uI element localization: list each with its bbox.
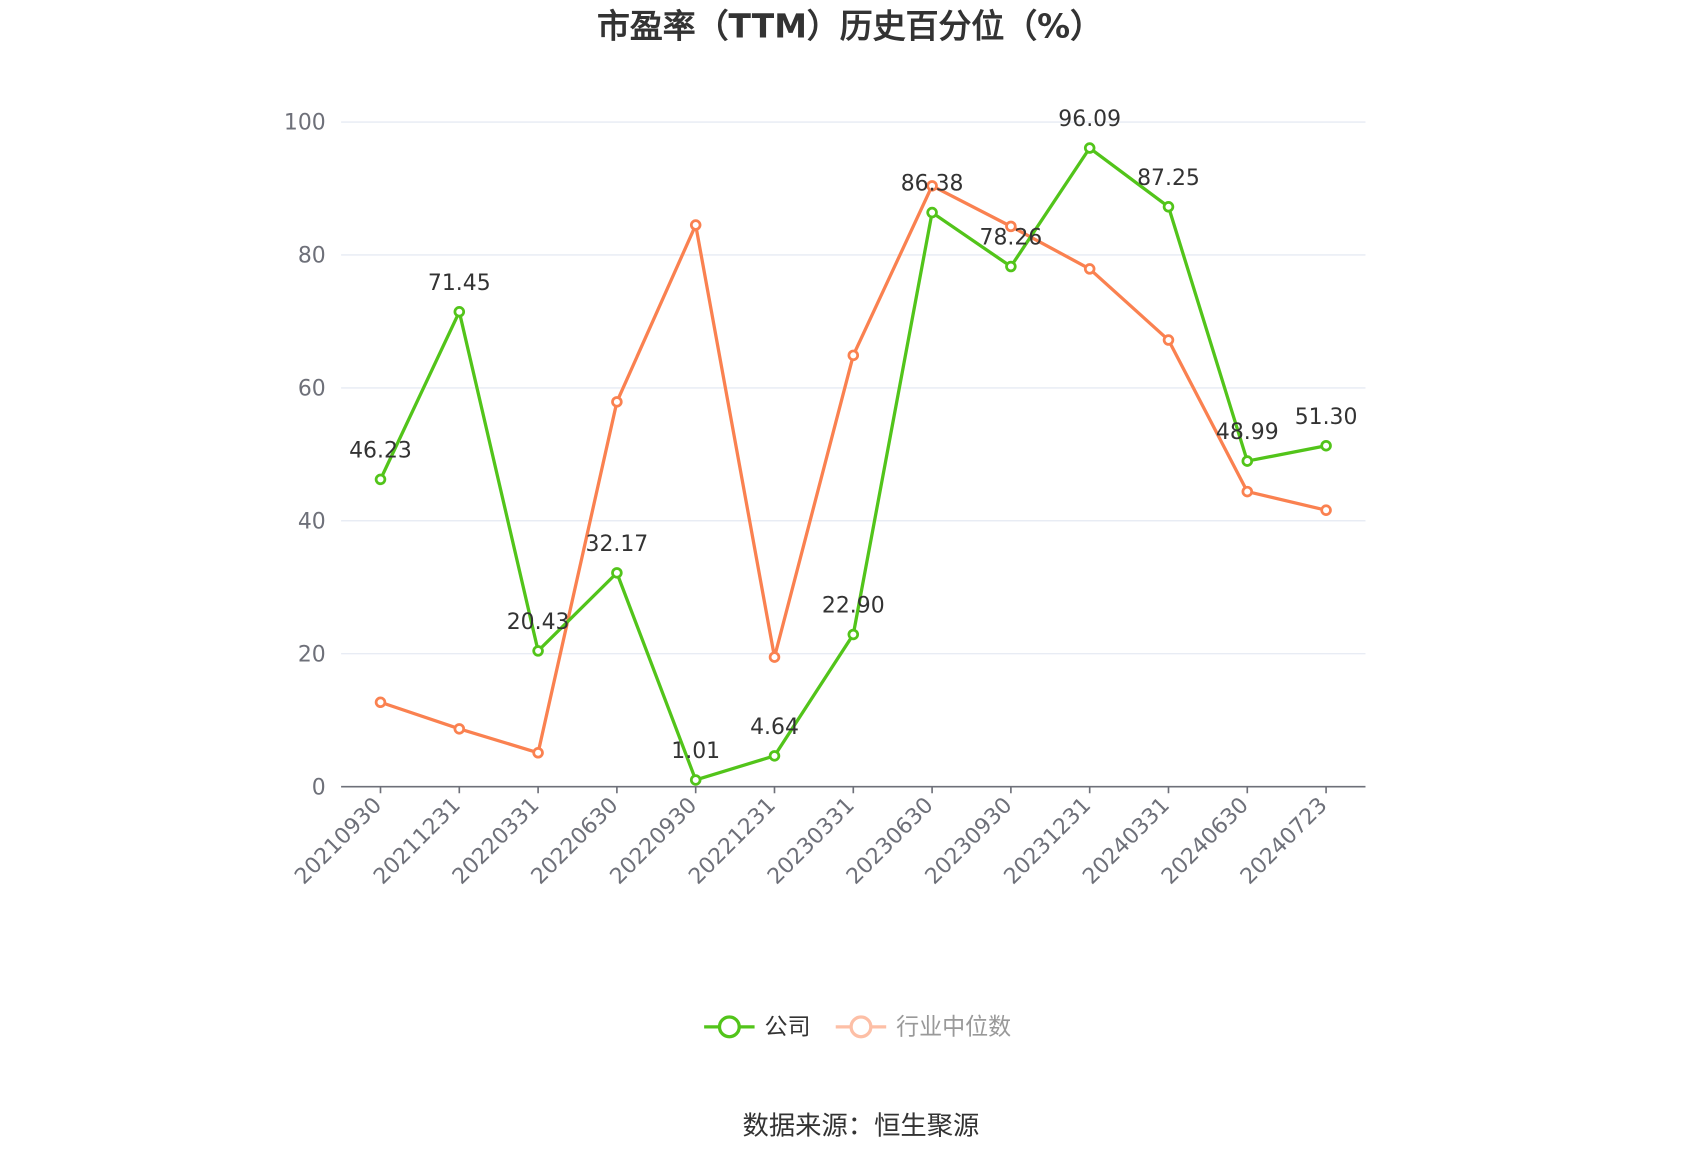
y-tick-label: 20 <box>298 642 326 667</box>
data-label: 46.23 <box>349 438 412 463</box>
data-point-company <box>847 628 860 641</box>
data-point-industry-median <box>926 180 938 192</box>
legend-item-company[interactable]: 公司 <box>704 1015 810 1041</box>
data-point-industry-median <box>374 696 387 709</box>
data-point-industry-median <box>1162 334 1175 346</box>
data-label: 51.30 <box>1295 405 1358 430</box>
data-label: 86.38 <box>901 172 964 197</box>
data-point-company <box>374 473 387 486</box>
series-line-industry-median <box>379 184 1327 755</box>
legend: 公司 行业中位数 <box>704 1015 1011 1041</box>
data-label: 87.25 <box>1137 166 1200 191</box>
y-tick-label: 80 <box>298 244 326 269</box>
data-point-company <box>1320 439 1332 452</box>
data-point-industry-median <box>1241 485 1254 498</box>
y-tick-label: 60 <box>298 377 326 402</box>
data-point-company <box>1005 260 1017 273</box>
chart-title: 市盈率（TTM）历史百分位（%） <box>597 7 1103 46</box>
data-point-company <box>926 206 938 219</box>
data-point-industry-median <box>1083 263 1096 275</box>
data-point-industry-median <box>689 219 702 231</box>
data-point-company <box>532 645 544 657</box>
data-point-industry-median <box>847 349 860 362</box>
series-line-company <box>379 146 1327 782</box>
data-point-industry-median <box>611 396 623 408</box>
y-tick-label: 100 <box>284 111 326 136</box>
data-point-company <box>689 774 702 786</box>
y-tick-label: 0 <box>312 775 326 800</box>
data-point-industry-median <box>532 747 544 759</box>
legend-industry-label: 行业中位数 <box>896 1015 1011 1041</box>
legend-industry-marker-icon <box>849 1015 873 1039</box>
legend-item-industry-median[interactable]: 行业中位数 <box>835 1015 1011 1041</box>
data-label: 22.90 <box>822 594 885 619</box>
data-point-industry-median <box>1320 504 1332 516</box>
data-point-industry-median <box>453 723 466 735</box>
y-tick-label: 40 <box>298 509 326 534</box>
data-point-company <box>768 750 781 762</box>
data-label: 1.01 <box>671 739 720 764</box>
data-label: 71.45 <box>428 271 491 296</box>
data-label: 78.26 <box>980 226 1043 251</box>
data-point-company <box>1083 142 1096 154</box>
data-label: 20.43 <box>507 610 570 635</box>
data-point-industry-median <box>768 651 781 663</box>
data-point-company <box>1162 201 1175 213</box>
data-point-industry-median <box>1005 220 1017 233</box>
data-point-company <box>453 306 466 318</box>
data-source: 数据来源：恒生聚源 <box>743 1111 980 1141</box>
legend-company-label: 公司 <box>764 1015 810 1041</box>
data-label: 96.09 <box>1058 107 1121 132</box>
legend-company-marker-icon <box>717 1015 741 1039</box>
data-label: 32.17 <box>586 532 649 557</box>
data-label: 4.64 <box>750 715 799 740</box>
data-point-company <box>611 567 623 579</box>
data-point-company <box>1241 455 1254 467</box>
data-label: 48.99 <box>1216 420 1279 445</box>
